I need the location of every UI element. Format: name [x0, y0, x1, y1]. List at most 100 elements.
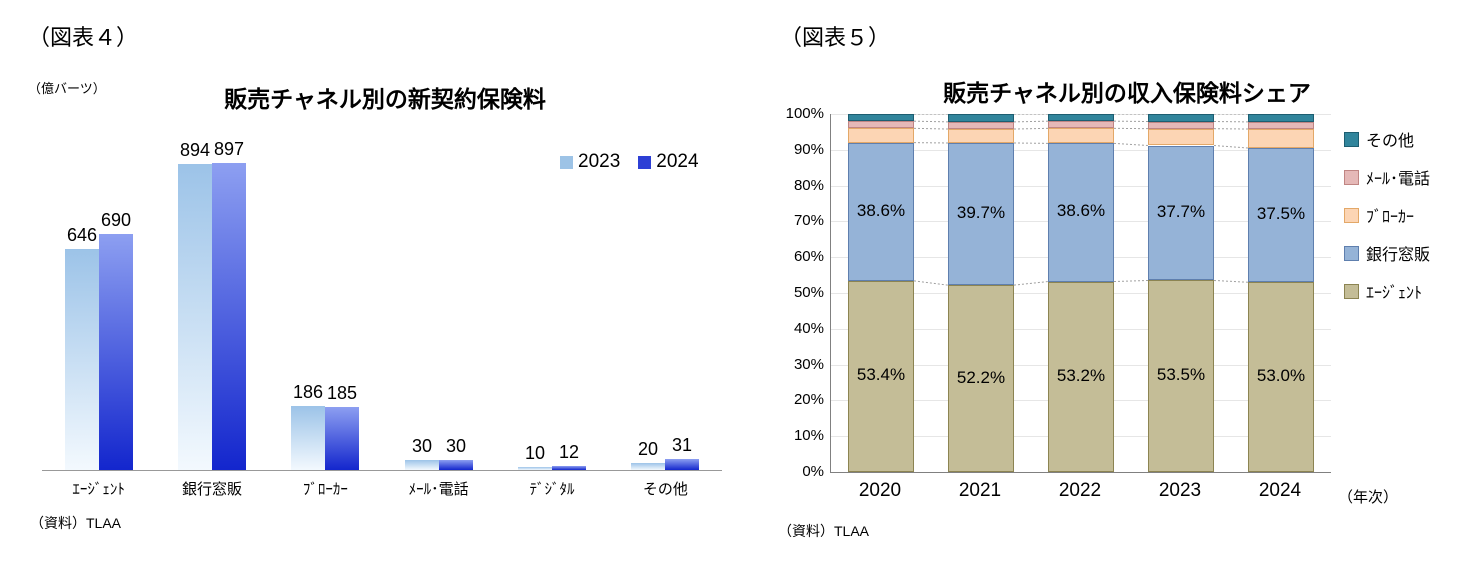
- fig5-segment-銀行窓販-2022: [1048, 143, 1114, 282]
- fig5-segment-label: 53.0%: [1256, 366, 1306, 386]
- fig5-segment-ｴｰｼﾞｪﾝﾄ-2020: [848, 280, 914, 472]
- fig5-segment-label: 38.6%: [856, 200, 906, 220]
- fig5-category-label: 2022: [1058, 480, 1102, 501]
- fig4-value-label: 12: [558, 442, 580, 462]
- fig5-segment-ﾒｰﾙ･電話-2022: [1048, 121, 1114, 129]
- figure4-tag: （図表４）: [28, 25, 139, 50]
- figure4-legend: 2023 2024: [560, 151, 699, 173]
- fig4-bar-2023-cat0: [65, 249, 99, 470]
- legend-label: その他: [1366, 133, 1415, 150]
- fig5-segment-ﾒｰﾙ･電話-2020: [848, 121, 914, 129]
- fig4-value-label: 690: [100, 210, 132, 230]
- fig5-ytick-label: 40%: [793, 320, 824, 337]
- fig5-segment-ｴｰｼﾞｪﾝﾄ-2021: [948, 285, 1014, 472]
- legend-swatch-icon: [1344, 207, 1359, 223]
- figure5-plot-area: 53.4% 38.6% 52.2% 39.7% 53.2% 38.6% 53.5% 37.7%…: [830, 114, 1331, 473]
- figure4-source: （資料）TLAA: [30, 515, 122, 531]
- fig5-ytick-label: 90%: [793, 141, 824, 158]
- fig4-value-label: 186: [292, 382, 324, 402]
- fig5-legend-item-その他: その他: [1344, 120, 1430, 158]
- fig4-bar-2023-cat1: [178, 164, 212, 470]
- fig5-segment-label: 53.5%: [1156, 365, 1206, 385]
- fig5-segment-ｴｰｼﾞｪﾝﾄ-2023: [1148, 280, 1214, 472]
- fig5-segment-その他-2022: [1048, 114, 1114, 122]
- legend-swatch-icon: [1344, 283, 1359, 299]
- figure5-legend: その他 ﾒｰﾙ･電話 ﾌﾞﾛｰｶｰ 銀行窓販 ｴｰｼﾞｪﾝﾄ: [1344, 120, 1430, 310]
- figure4-unit-label: （億バーツ）: [28, 81, 106, 96]
- figure5-source: （資料）TLAA: [778, 523, 870, 539]
- fig5-ytick-label: 0%: [802, 463, 824, 480]
- figure4-plot-area: 646 690 894 897 186 185 30 30 10 12 20 31: [42, 122, 722, 471]
- fig5-segment-銀行窓販-2020: [848, 142, 914, 281]
- fig5-category-label: 2024: [1258, 480, 1302, 501]
- legend-label: 2023: [578, 151, 621, 172]
- fig5-segment-その他-2021: [948, 114, 1014, 122]
- figure4-title: 販売チャネル別の新契約保険料: [224, 86, 546, 112]
- fig5-segment-ﾒｰﾙ･電話-2024: [1248, 121, 1314, 130]
- fig5-segment-label: 53.2%: [1056, 365, 1106, 385]
- fig4-bar-2024-cat1: [212, 163, 246, 470]
- fig5-segment-ﾒｰﾙ･電話-2023: [1148, 121, 1214, 129]
- fig4-value-label: 646: [66, 225, 98, 245]
- fig4-bar-2024-cat0: [99, 234, 133, 470]
- fig5-category-label: 2020: [858, 480, 902, 501]
- fig5-segment-ﾌﾞﾛｰｶｰ-2021: [948, 129, 1014, 143]
- fig4-category-label: ﾒｰﾙ･電話: [408, 481, 469, 498]
- fig5-segment-ｴｰｼﾞｪﾝﾄ-2022: [1048, 281, 1114, 472]
- figure5-title: 販売チャネル別の収入保険料シェア: [943, 80, 1311, 106]
- fig5-segment-label: 37.5%: [1256, 204, 1306, 224]
- fig5-ytick-label: 80%: [793, 177, 824, 194]
- fig5-ytick-label: 100%: [785, 105, 824, 122]
- fig4-bar-2024-cat3: [439, 460, 473, 470]
- legend-swatch-icon: [560, 155, 573, 169]
- fig4-value-label: 10: [524, 443, 546, 463]
- fig5-segment-ﾌﾞﾛｰｶｰ-2022: [1048, 128, 1114, 144]
- figure5-tag: （図表５）: [780, 25, 891, 50]
- legend-swatch-icon: [1344, 245, 1359, 261]
- fig5-segment-ﾌﾞﾛｰｶｰ-2024: [1248, 129, 1314, 148]
- fig5-segment-label: 52.2%: [956, 367, 1006, 387]
- fig5-segment-ﾌﾞﾛｰｶｰ-2020: [848, 128, 914, 143]
- fig4-category-label: ﾌﾞﾛｰｶｰ: [302, 481, 348, 498]
- fig5-segment-銀行窓販-2024: [1248, 148, 1314, 283]
- fig5-segment-ｴｰｼﾞｪﾝﾄ-2024: [1248, 282, 1314, 472]
- legend-label: 銀行窓販: [1366, 247, 1431, 264]
- fig5-segment-その他-2020: [848, 114, 914, 122]
- legend-label: ﾒｰﾙ･電話: [1366, 171, 1431, 188]
- fig4-category-label: その他: [642, 481, 688, 498]
- fig4-bar-2024-cat4: [552, 466, 586, 470]
- fig4-bar-2024-cat2: [325, 407, 359, 470]
- legend-label: ﾌﾞﾛｰｶｰ: [1366, 209, 1415, 226]
- legend-swatch-icon: [1344, 131, 1359, 147]
- fig5-ytick-label: 10%: [793, 427, 824, 444]
- fig5-category-label: 2023: [1158, 480, 1202, 501]
- fig4-value-label: 897: [213, 139, 245, 159]
- fig5-ytick-label: 50%: [793, 284, 824, 301]
- fig5-category-label: 2021: [958, 480, 1002, 501]
- fig4-bar-2023-cat2: [291, 406, 325, 470]
- fig5-ytick-label: 60%: [793, 248, 824, 265]
- fig5-legend-item-ｴｰｼﾞｪﾝﾄ: ｴｰｼﾞｪﾝﾄ: [1344, 272, 1430, 310]
- fig4-value-label: 894: [179, 140, 211, 160]
- fig5-legend-item-ﾒｰﾙ･電話: ﾒｰﾙ･電話: [1344, 158, 1430, 196]
- legend-label: 2024: [656, 151, 699, 172]
- fig5-segment-label: 53.4%: [856, 365, 906, 385]
- fig5-segment-銀行窓販-2023: [1148, 145, 1214, 281]
- legend-swatch-icon: [638, 155, 652, 169]
- fig5-legend-item-ﾌﾞﾛｰｶｰ: ﾌﾞﾛｰｶｰ: [1344, 196, 1430, 234]
- fig4-value-label: 20: [637, 439, 659, 459]
- fig5-segment-その他-2024: [1248, 114, 1314, 122]
- fig4-value-label: 30: [411, 436, 433, 456]
- fig4-value-label: 185: [326, 383, 358, 403]
- fig5-ytick-label: 70%: [793, 212, 824, 229]
- legend-label: ｴｰｼﾞｪﾝﾄ: [1366, 285, 1423, 302]
- fig4-bar-2023-cat3: [405, 460, 439, 470]
- fig5-segment-ﾌﾞﾛｰｶｰ-2023: [1148, 128, 1214, 146]
- fig5-segment-その他-2023: [1148, 114, 1214, 122]
- fig4-bar-2024-cat5: [665, 459, 699, 470]
- fig5-ytick-label: 20%: [793, 391, 824, 408]
- fig5-ytick-label: 30%: [793, 356, 824, 373]
- fig5-legend-item-銀行窓販: 銀行窓販: [1344, 234, 1430, 272]
- fig4-bar-2023-cat5: [631, 463, 665, 470]
- fig4-value-label: 30: [445, 436, 467, 456]
